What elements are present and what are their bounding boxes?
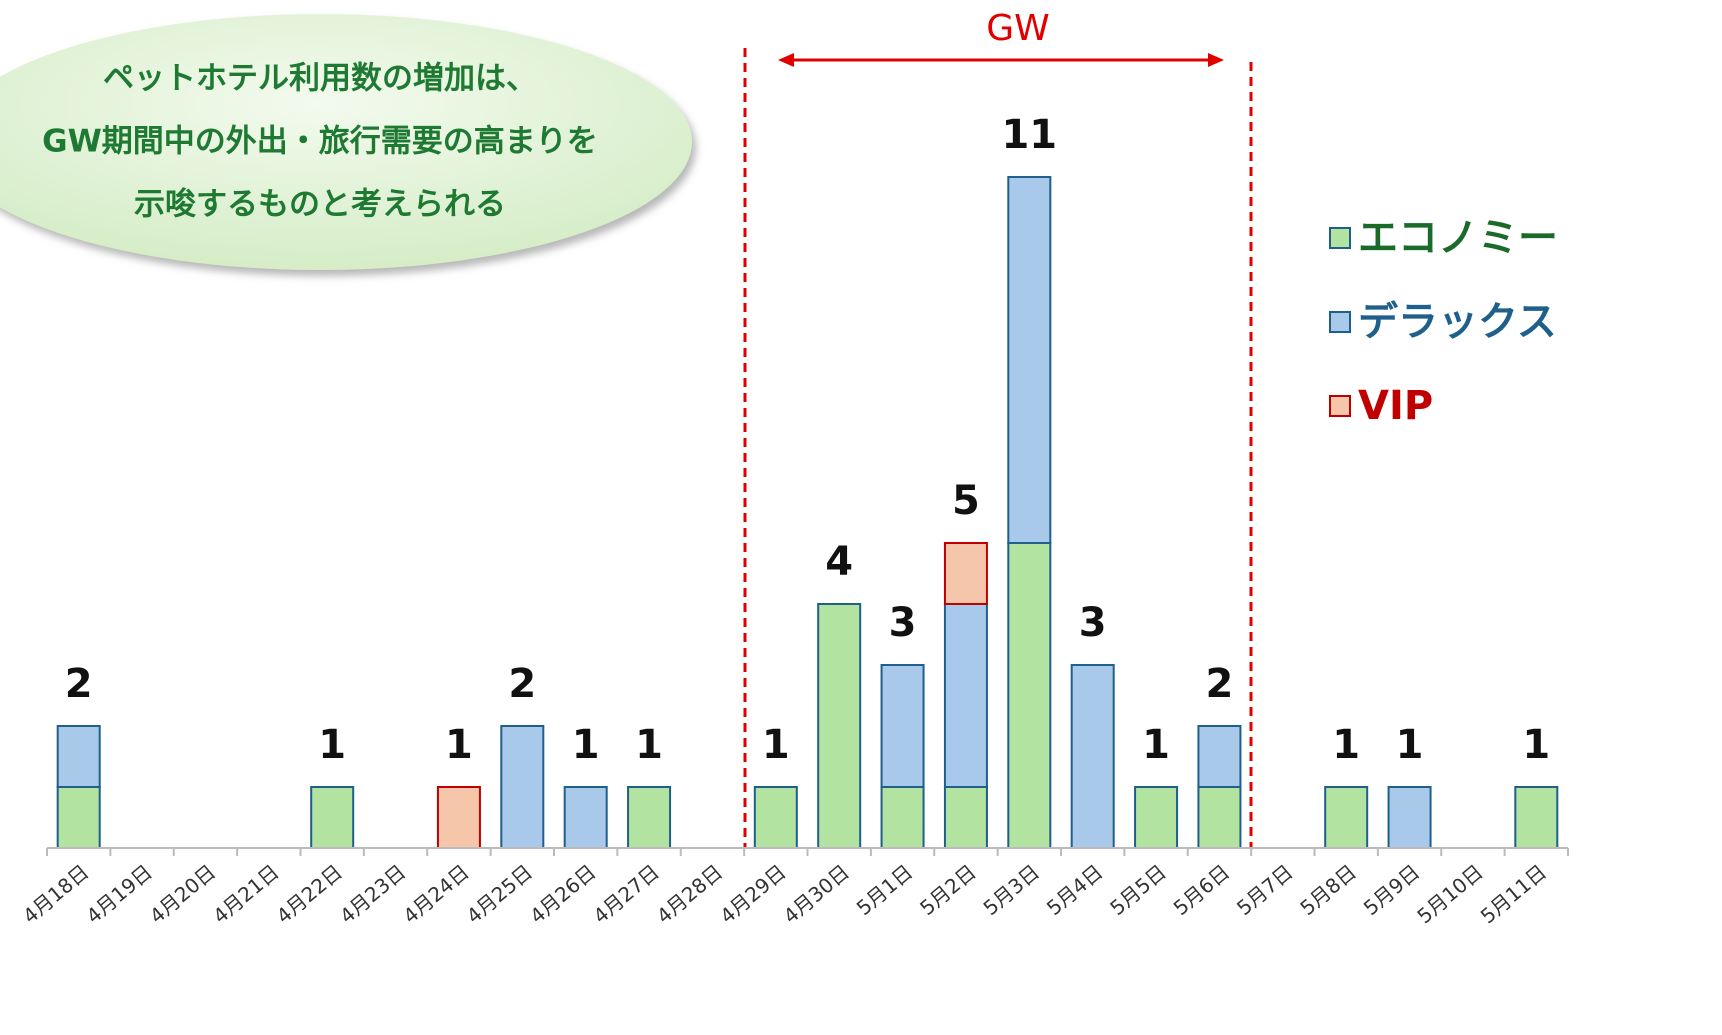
x-tick-label: 4月20日: [145, 860, 220, 929]
x-tick-label: 5月3日: [978, 860, 1044, 920]
x-tick-label: 5月8日: [1295, 860, 1361, 920]
bar-segment: [627, 786, 672, 849]
x-tick-label: 4月30日: [779, 860, 854, 929]
data-label: 1: [635, 722, 663, 768]
bar-segment: [1324, 786, 1369, 849]
x-tick-label: 5月7日: [1232, 860, 1298, 920]
callout-text: GW期間中の外出・旅行需要の高まりを: [42, 124, 598, 160]
x-tick-label: 4月25日: [462, 860, 537, 929]
bar-segment: [1007, 176, 1052, 544]
data-label: 2: [65, 661, 93, 707]
x-tick-label: 4月23日: [335, 860, 410, 929]
data-label: 3: [1079, 600, 1107, 646]
period-label: GW: [986, 8, 1050, 49]
x-tick-label: 4月28日: [652, 860, 727, 929]
data-label: 4: [825, 539, 853, 585]
bar-segment: [563, 786, 608, 849]
x-tick-label: 5月1日: [852, 860, 918, 920]
bar-segment: [56, 725, 101, 788]
bar-segment: [500, 725, 545, 849]
bar-segment: [1387, 786, 1432, 849]
bar-segment: [1514, 786, 1559, 849]
legend-label: デラックス: [1358, 299, 1557, 345]
callout-bubble: [0, 14, 692, 270]
x-tick-label: 5月10日: [1412, 860, 1487, 929]
bar-segment: [943, 603, 988, 788]
data-label: 1: [318, 722, 346, 768]
x-tick-label: 4月19日: [81, 860, 156, 929]
bar-segment: [880, 786, 925, 849]
x-tick-label: 5月5日: [1105, 860, 1171, 920]
x-tick-label: 4月29日: [715, 860, 790, 929]
legend-swatch: [1329, 311, 1351, 333]
data-label: 2: [1206, 661, 1234, 707]
data-label: 11: [1001, 112, 1057, 158]
legend-swatch: [1329, 395, 1351, 417]
callout-text: ペットホテル利用数の増加は、: [103, 61, 537, 97]
bar-segment: [1134, 786, 1179, 849]
bar-segment: [1070, 664, 1115, 849]
bar-segment: [56, 786, 101, 849]
x-tick-label: 4月18日: [18, 860, 93, 929]
legend-label: VIP: [1358, 383, 1433, 429]
data-label: 1: [762, 722, 790, 768]
x-tick-label: 4月26日: [525, 860, 600, 929]
bar-segment: [817, 603, 862, 849]
bar-segment: [753, 786, 798, 849]
legend-swatch: [1329, 227, 1351, 249]
x-tick-label: 4月21日: [208, 860, 283, 929]
data-label: 2: [508, 661, 536, 707]
data-label: 1: [1396, 722, 1424, 768]
bar-segment: [880, 664, 925, 788]
data-label: 1: [445, 722, 473, 768]
arrow-head: [778, 53, 794, 67]
x-tick-label: 4月27日: [588, 860, 663, 929]
bar-segment: [436, 786, 481, 849]
data-label: 1: [1522, 722, 1550, 768]
x-tick-label: 4月24日: [398, 860, 473, 929]
bar-segment: [943, 786, 988, 849]
data-label: 3: [889, 600, 917, 646]
arrow-head: [1208, 53, 1224, 67]
data-label: 1: [1332, 722, 1360, 768]
data-label: 1: [1142, 722, 1170, 768]
data-label: 5: [952, 478, 980, 524]
bar-segment: [1007, 542, 1052, 849]
bar-segment: [1197, 786, 1242, 849]
data-label: 1: [572, 722, 600, 768]
x-tick-label: 5月6日: [1169, 860, 1235, 920]
callout-text: 示唆するものと考えられる: [134, 187, 506, 223]
x-tick-label: 5月2日: [915, 860, 981, 920]
x-tick-label: 5月11日: [1476, 860, 1551, 929]
x-tick-label: 5月4日: [1042, 860, 1108, 920]
bar-segment: [1197, 725, 1242, 788]
x-tick-label: 4月22日: [272, 860, 347, 929]
bar-segment: [310, 786, 355, 849]
legend-label: エコノミー: [1358, 215, 1558, 261]
bar-segment: [943, 542, 988, 605]
